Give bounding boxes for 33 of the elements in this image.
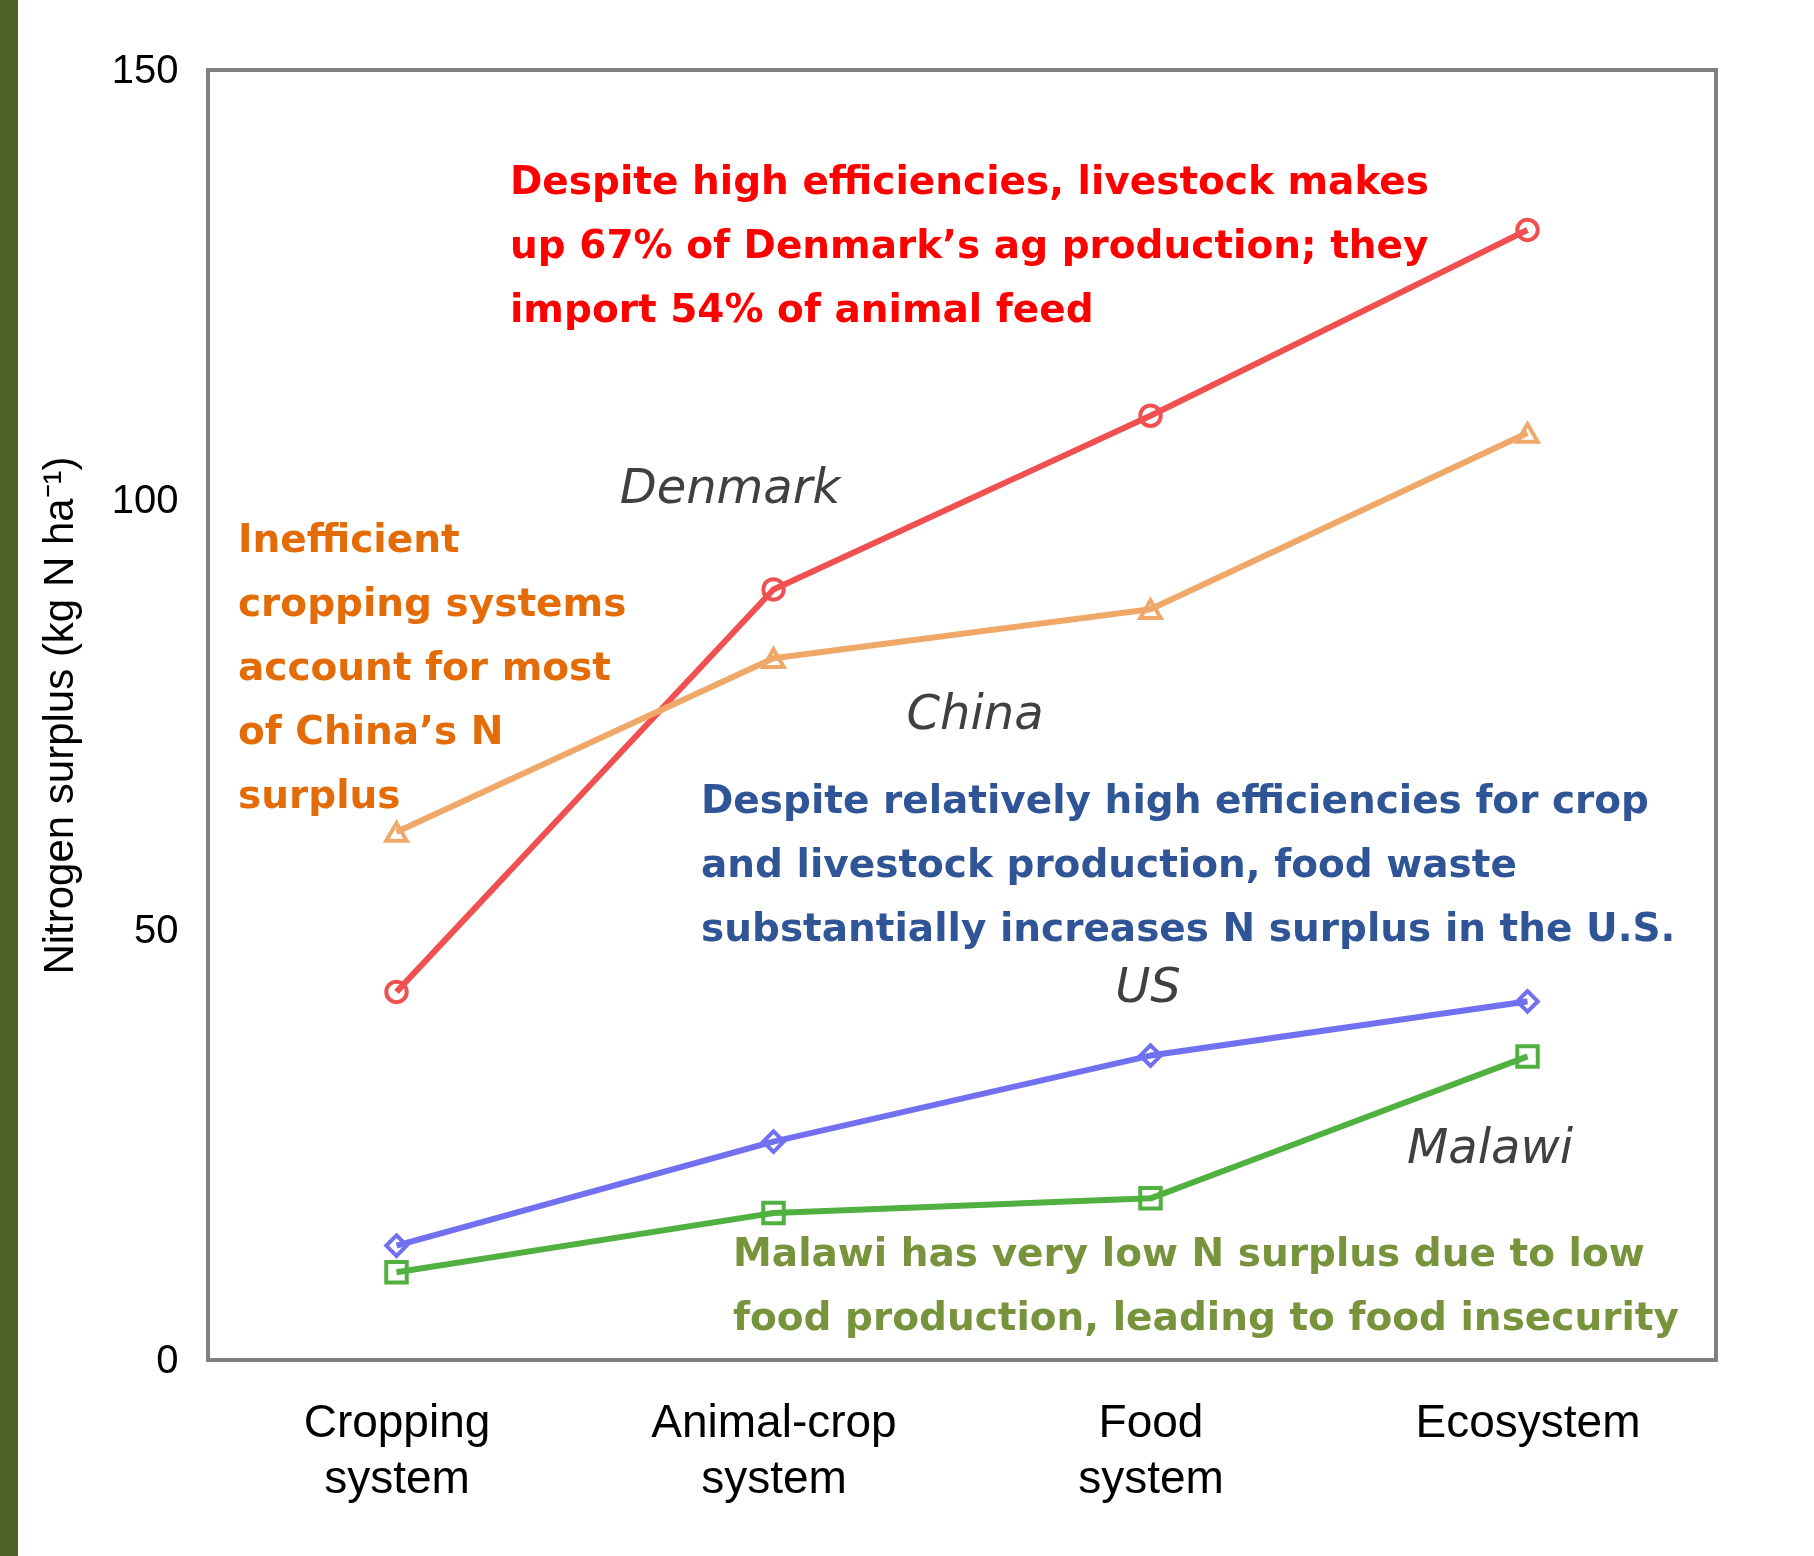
point — [1138, 1043, 1163, 1068]
point — [1515, 989, 1540, 1014]
series-label: China — [906, 684, 1044, 740]
series-label: Malawi — [1406, 1118, 1574, 1174]
point — [1515, 217, 1540, 243]
point — [1138, 1186, 1163, 1211]
y-axis-title: Nitrogen surplus (kg N ha⁻¹) — [34, 456, 82, 975]
point — [384, 979, 409, 1005]
y-tick-label: 100 — [111, 476, 179, 521]
point — [761, 1129, 786, 1154]
point — [384, 1233, 409, 1258]
series-label: US — [1115, 957, 1181, 1013]
y-tick-label: 150 — [111, 46, 179, 91]
y-tick-label: 50 — [134, 906, 179, 951]
point — [1138, 403, 1163, 428]
series-label: Denmark — [619, 458, 843, 514]
annotation: Inefficient cropping systems account for most of China’s N surplus — [238, 516, 627, 817]
x-tick-label: Food system — [1078, 1394, 1224, 1503]
x-tick-label: Animal-crop system — [651, 1394, 897, 1503]
annotation: Despite relatively high efficiencies for crop and livestock production, food waste substantially increases N surplus in the U.S. — [701, 777, 1676, 950]
y-tick-label: 0 — [156, 1336, 179, 1381]
annotation: Despite high efficiencies, livestock makes up 67% of Denmark’s ag production; they import 54% of animal feed — [510, 158, 1429, 331]
point — [1515, 422, 1540, 444]
point — [384, 821, 409, 843]
point — [761, 1200, 786, 1226]
annotation: Malawi has very low N surplus due to low food production, leading to food insecurity — [733, 1230, 1679, 1339]
point — [761, 577, 786, 602]
point — [761, 647, 786, 670]
x-tick-label: Cropping system — [303, 1394, 491, 1503]
point — [384, 1260, 409, 1285]
x-tick-label: Ecosystem — [1415, 1394, 1641, 1447]
point — [1515, 1044, 1540, 1069]
point — [1138, 598, 1163, 621]
